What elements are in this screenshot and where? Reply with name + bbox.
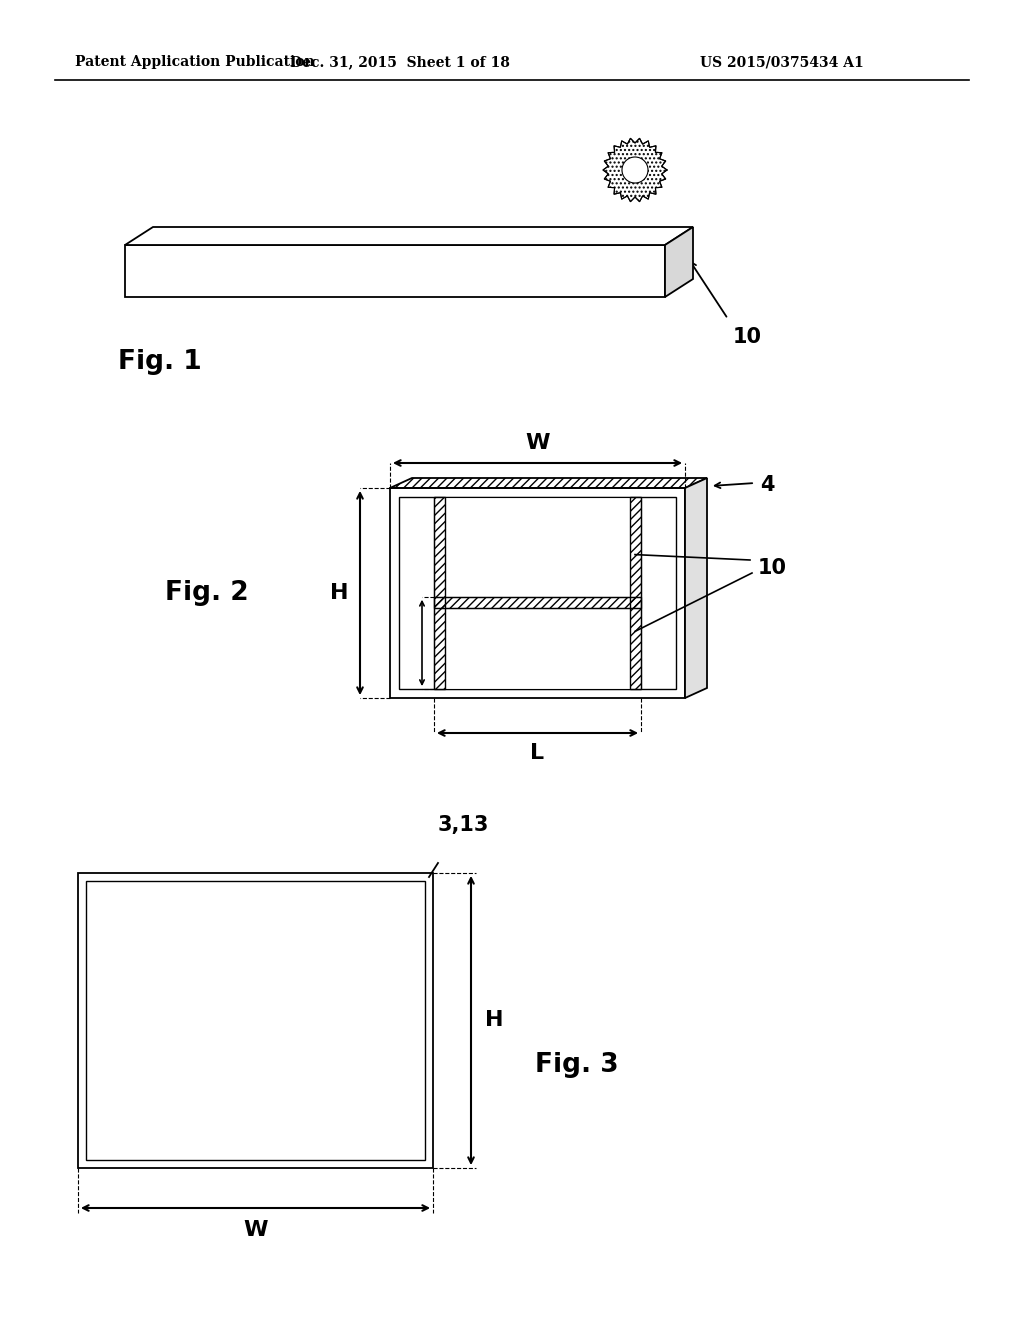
Text: Dec. 31, 2015  Sheet 1 of 18: Dec. 31, 2015 Sheet 1 of 18 xyxy=(290,55,510,69)
Text: 10: 10 xyxy=(733,327,762,347)
Text: Patent Application Publication: Patent Application Publication xyxy=(75,55,314,69)
Polygon shape xyxy=(685,478,707,698)
Bar xyxy=(434,498,445,689)
Text: 10: 10 xyxy=(758,558,787,578)
Bar xyxy=(399,498,676,689)
Text: 3,13: 3,13 xyxy=(438,814,489,836)
Text: Fig. 2: Fig. 2 xyxy=(165,579,249,606)
Bar xyxy=(390,488,685,698)
Polygon shape xyxy=(665,227,693,297)
Text: W: W xyxy=(244,1220,267,1239)
Text: 4: 4 xyxy=(760,475,774,495)
Bar xyxy=(434,607,641,689)
Text: H: H xyxy=(330,583,348,603)
Bar xyxy=(78,873,433,1168)
Bar xyxy=(434,498,641,597)
Text: Fig. 1: Fig. 1 xyxy=(118,348,202,375)
Polygon shape xyxy=(622,157,648,183)
Bar xyxy=(434,597,641,607)
Text: L: L xyxy=(530,743,545,763)
Bar xyxy=(86,880,425,1160)
Text: H: H xyxy=(485,1011,504,1031)
Text: B: B xyxy=(403,634,417,652)
Polygon shape xyxy=(125,227,693,246)
Text: Fig. 3: Fig. 3 xyxy=(535,1052,618,1077)
Text: US 2015/0375434 A1: US 2015/0375434 A1 xyxy=(700,55,864,69)
Text: W: W xyxy=(525,433,550,453)
Polygon shape xyxy=(125,246,665,297)
Bar xyxy=(630,498,641,689)
